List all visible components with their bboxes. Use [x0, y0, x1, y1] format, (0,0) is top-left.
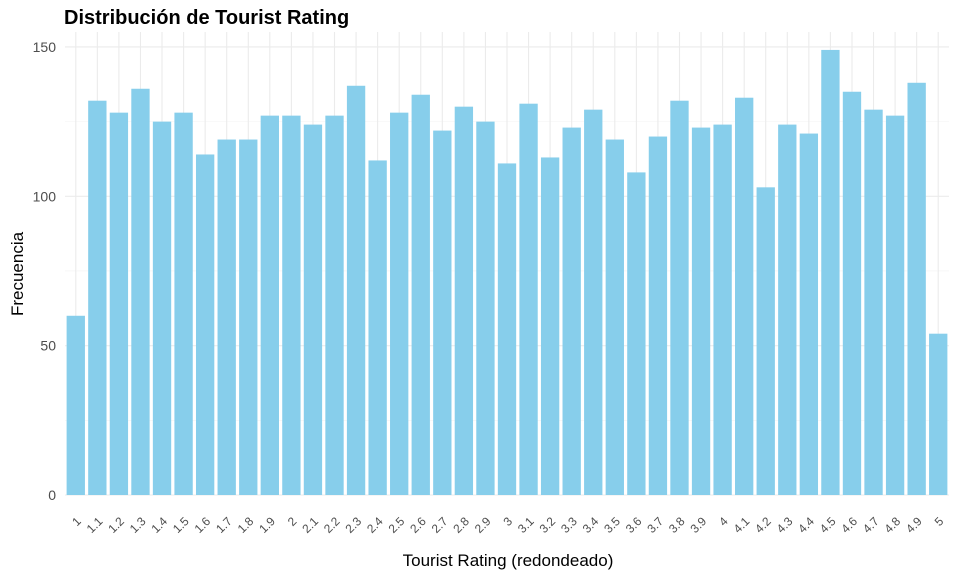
- bar-3.5: [605, 139, 624, 496]
- bar-1.4: [152, 121, 172, 495]
- bar-3.3: [562, 127, 581, 495]
- x-tick-label: 1.5: [170, 514, 192, 536]
- x-tick-label: 2.8: [450, 514, 472, 536]
- x-tick-label: 4: [716, 514, 731, 529]
- x-tick-label: 3.7: [644, 514, 666, 536]
- bar-4.2: [756, 187, 775, 495]
- x-tick-label: 4.8: [882, 514, 904, 536]
- bar-1.5: [174, 112, 193, 495]
- x-tick-label: 2.7: [429, 514, 451, 536]
- bar-2.6: [411, 94, 430, 495]
- y-axis-title: Frecuencia: [8, 231, 27, 316]
- bar-2.9: [476, 121, 495, 495]
- x-tick-labels: 1 1.1 1.2 1.3 1.4 1.5 1.6 1.7 1.8 1.9 2 2.1 2.2 2.3 2.…: [69, 514, 946, 536]
- y-tick-label: 100: [33, 188, 57, 204]
- bar-1.9: [260, 115, 279, 496]
- x-tick-label: 1.7: [213, 514, 235, 536]
- bar-1.3: [131, 88, 150, 496]
- bar-4.7: [864, 109, 883, 495]
- bar-3.4: [584, 109, 603, 495]
- x-tick-label: 3.8: [666, 514, 688, 536]
- bar-2.8: [454, 106, 474, 495]
- x-tick-label: 2: [285, 514, 300, 529]
- x-tick-label: 2.4: [364, 514, 386, 536]
- bar-2.7: [433, 130, 452, 495]
- x-tick-label: 4.4: [795, 514, 817, 536]
- x-tick-label: 4.3: [774, 514, 796, 536]
- x-tick-label: 4.7: [860, 514, 882, 536]
- bar-2.5: [390, 112, 409, 495]
- y-tick-label: 150: [33, 39, 57, 55]
- bar-3.9: [691, 127, 711, 495]
- bar-3.8: [670, 100, 689, 496]
- bar-4: [713, 124, 732, 495]
- x-tick-label: 1: [69, 514, 84, 529]
- bar-4.1: [735, 97, 754, 495]
- bar-4.5: [821, 49, 840, 496]
- chart-title: Distribución de Tourist Rating: [64, 7, 349, 29]
- x-tick-label: 3.3: [558, 514, 580, 536]
- bar-2.4: [368, 160, 387, 495]
- y-tick-label: 0: [48, 487, 56, 503]
- bar-4.3: [778, 124, 797, 495]
- x-tick-label: 4.9: [903, 514, 925, 536]
- x-tick-label: 5: [932, 514, 947, 529]
- x-tick-label: 2.9: [472, 514, 494, 536]
- bar-3: [497, 163, 517, 495]
- bar-3.7: [648, 136, 668, 495]
- bar-2.3: [346, 85, 366, 496]
- bar-4.4: [799, 133, 819, 496]
- bar-3.6: [627, 172, 646, 495]
- x-tick-label: 2.1: [299, 514, 321, 536]
- bar-5: [929, 333, 948, 495]
- bar-4.6: [842, 91, 862, 495]
- x-tick-label: 3.5: [601, 514, 623, 536]
- bar-1.7: [217, 139, 236, 496]
- x-tick-label: 3.1: [515, 514, 537, 536]
- x-tick-label: 3.2: [537, 514, 559, 536]
- y-tick-labels: 0 50 100 150: [33, 39, 57, 503]
- bar-1.8: [239, 139, 258, 496]
- x-axis-title: Tourist Rating (redondeado): [403, 551, 614, 570]
- x-tick-label: 4.5: [817, 514, 839, 536]
- x-tick-label: 4.6: [838, 514, 860, 536]
- x-tick-label: 1.8: [235, 514, 257, 536]
- x-tick-label: 4.1: [731, 514, 753, 536]
- bar-2.2: [325, 115, 344, 496]
- bar-1.1: [88, 100, 107, 496]
- x-tick-label: 4.2: [752, 514, 774, 536]
- bar-3.2: [540, 157, 560, 495]
- bars: [66, 49, 948, 496]
- x-tick-label: 2.6: [407, 514, 429, 536]
- x-tick-label: 3: [500, 514, 515, 529]
- x-tick-label: 1.6: [192, 514, 214, 536]
- x-tick-label: 1.1: [84, 514, 106, 536]
- bar-4.9: [907, 82, 926, 496]
- x-tick-label: 1.2: [105, 514, 127, 536]
- bar-4.8: [885, 115, 905, 496]
- x-tick-label: 3.9: [687, 514, 709, 536]
- x-tick-label: 3.6: [623, 514, 645, 536]
- x-tick-label: 2.3: [342, 514, 364, 536]
- x-tick-label: 1.3: [127, 514, 149, 536]
- bar-2: [282, 115, 301, 496]
- bar-3.1: [519, 103, 538, 496]
- bar-2.1: [303, 124, 323, 495]
- bar-1: [66, 315, 85, 495]
- x-tick-label: 2.2: [321, 514, 343, 536]
- y-tick-label: 50: [40, 338, 56, 354]
- x-tick-label: 3.4: [580, 514, 602, 536]
- x-tick-label: 2.5: [386, 514, 408, 536]
- bar-1.2: [109, 112, 129, 495]
- bar-1.6: [195, 154, 215, 496]
- x-tick-label: 1.4: [148, 514, 170, 536]
- x-tick-label: 1.9: [256, 514, 278, 536]
